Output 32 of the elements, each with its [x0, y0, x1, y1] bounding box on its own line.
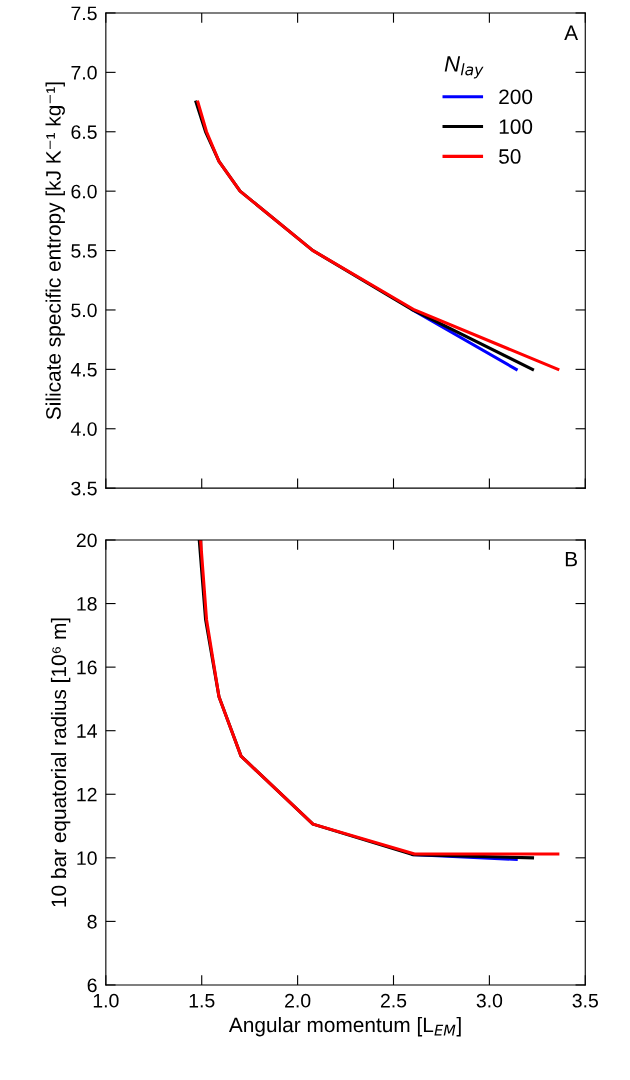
annotation: A: [564, 25, 579, 40]
x-tick-label: 1.5: [189, 994, 215, 1008]
legend-label: 50: [499, 149, 521, 164]
legend-label: 100: [499, 119, 533, 135]
x-tick-label: 1.0: [93, 993, 119, 1008]
legend-label: 200: [499, 89, 533, 105]
y-tick-label: 5.0: [71, 303, 97, 318]
legend-title: N$_{lay}$: [444, 56, 484, 79]
x-tick-label: 3.5: [572, 993, 598, 1008]
annotation: B: [565, 551, 577, 567]
y-tick-label: 16: [77, 660, 97, 675]
y-tick-label: 4.5: [70, 363, 97, 377]
y-tick-label: 6.5: [71, 125, 97, 139]
y-axis-title: 10 bar equatorial radius [10⁶ m]: [50, 618, 71, 907]
y-tick-label: 6.0: [71, 184, 97, 199]
y-axis-title: Silicate specific entropy [kJ K⁻¹ kg⁻¹]: [45, 82, 65, 420]
x-tick-label: 2.0: [285, 993, 311, 1008]
y-tick-label: 14: [77, 724, 97, 738]
y-tick-label: 12: [77, 787, 97, 802]
y-tick-label: 18: [77, 597, 97, 611]
y-tick-label: 3.5: [71, 481, 97, 496]
y-tick-label: 7.0: [71, 65, 97, 80]
x-tick-label: 2.5: [380, 993, 407, 1008]
y-tick-label: 7.5: [71, 6, 97, 21]
y-tick-label: 10: [77, 851, 97, 866]
x-tick-label: 3.0: [476, 993, 503, 1008]
y-tick-label: 6: [87, 978, 97, 993]
y-tick-label: 8: [87, 914, 97, 929]
y-tick-label: 5.5: [71, 244, 97, 258]
x-axis-title: Angular momentum [L$_{EM}$]: [228, 1016, 461, 1037]
y-tick-label: 4.0: [70, 422, 97, 436]
y-tick-label: 20: [76, 533, 97, 548]
